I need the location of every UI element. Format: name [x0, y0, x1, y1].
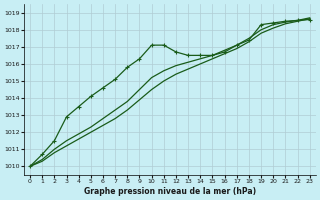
X-axis label: Graphe pression niveau de la mer (hPa): Graphe pression niveau de la mer (hPa) [84, 187, 256, 196]
